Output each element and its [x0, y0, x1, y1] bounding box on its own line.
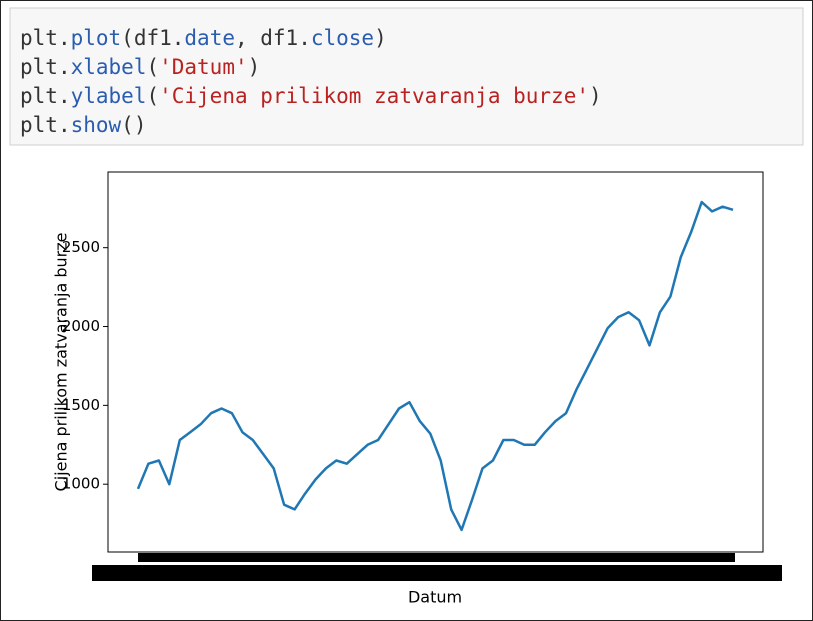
y-axis-label: Cijena prilikom zatvaranja burze — [52, 233, 71, 492]
axes-frame — [107, 171, 764, 553]
code-line: plt.show() — [20, 113, 146, 137]
code-lines: plt.plot(df1.date, df1.close) plt.xlabel(… — [20, 26, 602, 137]
data-line — [136, 200, 734, 532]
y-tick-label: 2500 — [62, 238, 100, 256]
y-tick-label: 2000 — [62, 317, 100, 335]
y-tick-label: 1500 — [62, 396, 100, 414]
code-line: plt.xlabel('Datum') — [20, 55, 260, 79]
x-tick-labels-overlap — [92, 565, 782, 581]
x-tick-marks — [138, 553, 735, 562]
y-tick-label: 1000 — [62, 475, 100, 493]
plot: 1000 1500 2000 2500 — [62, 200, 734, 532]
x-axis-label: Datum — [408, 588, 462, 607]
code-line: plt.plot(df1.date, df1.close) — [20, 26, 387, 50]
code-cell — [9, 7, 804, 146]
code-line: plt.ylabel('Cijena prilikom zatvaranja b… — [20, 84, 602, 108]
